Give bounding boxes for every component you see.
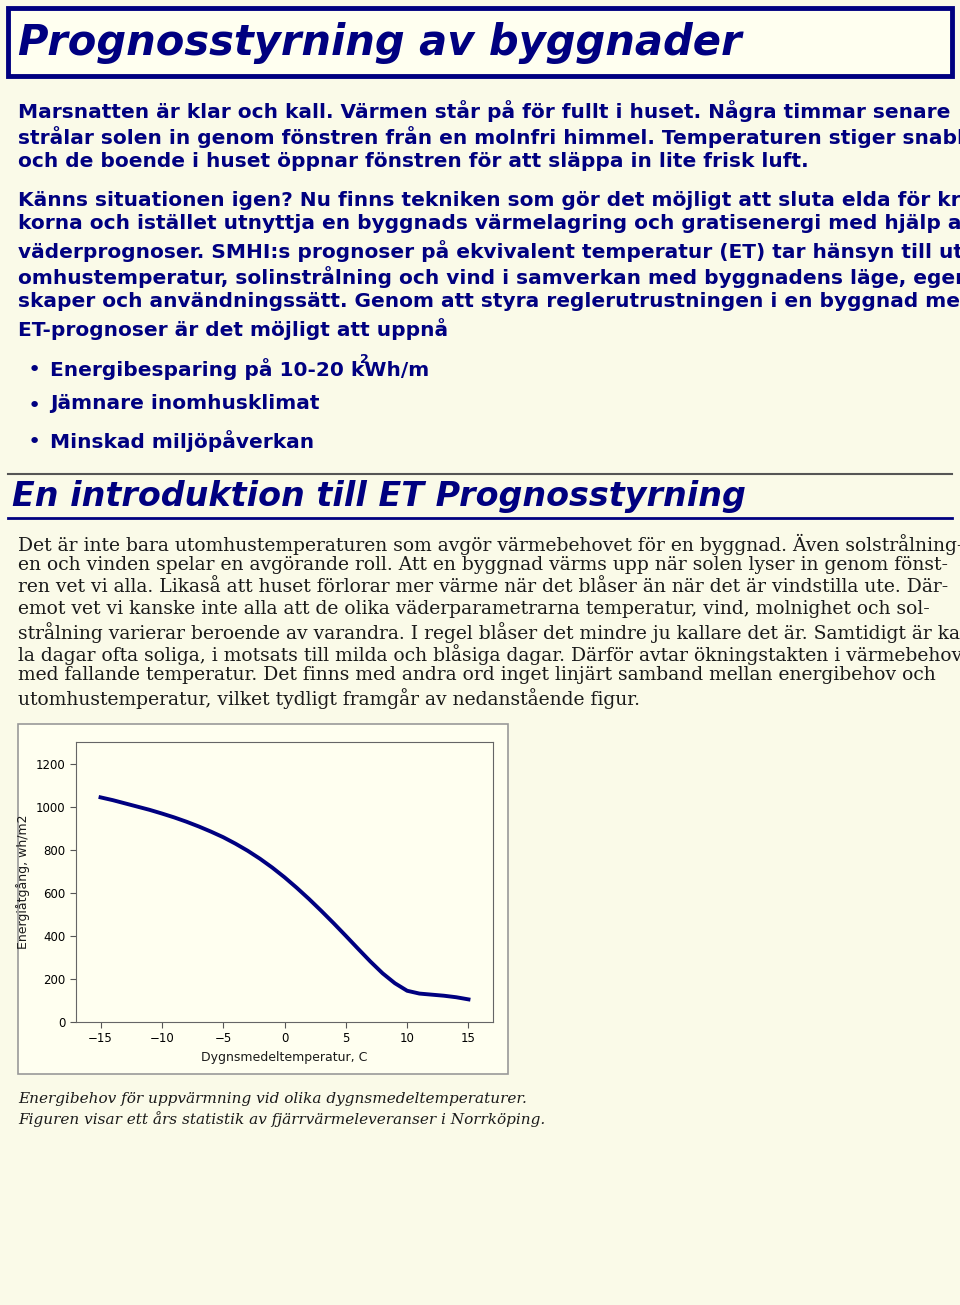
Text: Känns situationen igen? Nu finns tekniken som gör det möjligt att sluta elda för: Känns situationen igen? Nu finns teknike… bbox=[18, 188, 960, 210]
Text: Minskad miljöpåverkan: Minskad miljöpåverkan bbox=[50, 431, 314, 452]
Text: strålar solen in genom fönstren från en molnfri himmel. Temperaturen stiger snab: strålar solen in genom fönstren från en … bbox=[18, 127, 960, 147]
Text: utomhustemperatur, vilket tydligt framgår av nedanstående figur.: utomhustemperatur, vilket tydligt framgå… bbox=[18, 688, 640, 709]
Text: Energibesparing på 10-20 kWh/m: Energibesparing på 10-20 kWh/m bbox=[50, 358, 429, 380]
Text: en och vinden spelar en avgörande roll. Att en byggnad värms upp när solen lyser: en och vinden spelar en avgörande roll. … bbox=[18, 556, 948, 574]
Text: Jämnare inomhusklimat: Jämnare inomhusklimat bbox=[50, 394, 320, 412]
Text: 2: 2 bbox=[360, 352, 369, 365]
Text: ren vet vi alla. Likaså att huset förlorar mer värme när det blåser än när det ä: ren vet vi alla. Likaså att huset förlor… bbox=[18, 578, 948, 596]
X-axis label: Dygnsmedeltemperatur, C: Dygnsmedeltemperatur, C bbox=[202, 1051, 368, 1064]
Text: Prognosstyrning av byggnader: Prognosstyrning av byggnader bbox=[18, 22, 741, 64]
Text: Figuren visar ett års statistik av fjärrvärmeleveranser i Norrköping.: Figuren visar ett års statistik av fjärr… bbox=[18, 1111, 545, 1128]
Text: emot vet vi kanske inte alla att de olika väderparametrarna temperatur, vind, mo: emot vet vi kanske inte alla att de olik… bbox=[18, 600, 929, 619]
Text: strålning varierar beroende av varandra. I regel blåser det mindre ju kallare de: strålning varierar beroende av varandra.… bbox=[18, 622, 960, 643]
Text: Energibehov för uppvärmning vid olika dygnsmedeltemperaturer.: Energibehov för uppvärmning vid olika dy… bbox=[18, 1092, 527, 1107]
Text: •: • bbox=[28, 432, 41, 452]
Y-axis label: Energiåtgång, wh/m2: Energiåtgång, wh/m2 bbox=[16, 814, 31, 949]
Text: la dagar ofta soliga, i motsats till milda och blåsiga dagar. Därför avtar öknin: la dagar ofta soliga, i motsats till mil… bbox=[18, 643, 960, 666]
Text: och de boende i huset öppnar fönstren för att släppa in lite frisk luft.: och de boende i huset öppnar fönstren fö… bbox=[18, 151, 808, 171]
Text: skaper och användningssätt. Genom att styra reglerutrustningen i en byggnad med: skaper och användningssätt. Genom att st… bbox=[18, 292, 960, 311]
Text: En introduktion till ET Prognosstyrning: En introduktion till ET Prognosstyrning bbox=[12, 480, 746, 513]
Text: •: • bbox=[28, 395, 41, 416]
Text: väderprognoser. SMHI:s prognoser på ekvivalent temperatur (ET) tar hänsyn till u: väderprognoser. SMHI:s prognoser på ekvi… bbox=[18, 240, 960, 262]
FancyBboxPatch shape bbox=[18, 724, 508, 1074]
Text: Marsnatten är klar och kall. Värmen står på för fullt i huset. Några timmar sena: Marsnatten är klar och kall. Värmen står… bbox=[18, 100, 950, 121]
FancyBboxPatch shape bbox=[8, 8, 952, 76]
Text: med fallande temperatur. Det finns med andra ord inget linjärt samband mellan en: med fallande temperatur. Det finns med a… bbox=[18, 666, 936, 684]
Text: Det är inte bara utomhustemperaturen som avgör värmebehovet för en byggnad. Även: Det är inte bara utomhustemperaturen som… bbox=[18, 534, 960, 555]
Text: ET-prognoser är det möjligt att uppnå: ET-prognoser är det möjligt att uppnå bbox=[18, 318, 448, 341]
Text: omhustemperatur, solinstrålning och vind i samverkan med byggnadens läge, egen-: omhustemperatur, solinstrålning och vind… bbox=[18, 266, 960, 288]
Text: korna och istället utnyttja en byggnads värmelagring och gratisenergi med hjälp : korna och istället utnyttja en byggnads … bbox=[18, 214, 960, 234]
Text: •: • bbox=[28, 360, 41, 380]
